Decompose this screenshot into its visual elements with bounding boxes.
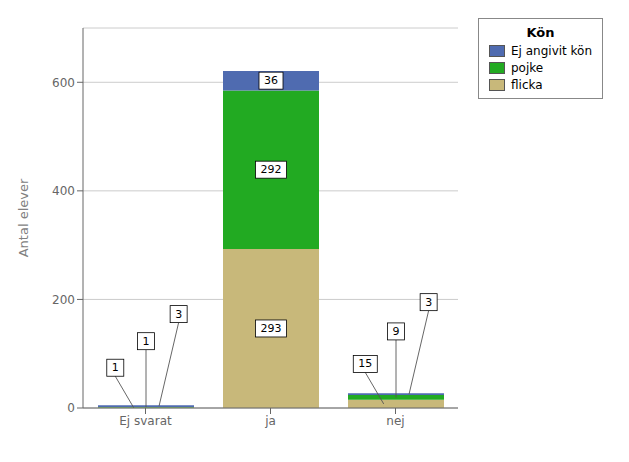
svg-text:1: 1	[112, 361, 119, 374]
html-text:pojke: pojke	[511, 61, 544, 75]
svg-text:Antal elever: Antal elever	[16, 178, 31, 257]
svg-text:ja: ja	[264, 414, 276, 428]
html-text:Kön: Kön	[526, 25, 555, 40]
svg-text:292: 292	[261, 163, 282, 176]
svg-text:600: 600	[52, 76, 75, 90]
svg-text:200: 200	[52, 293, 75, 307]
svg-text:9: 9	[393, 325, 400, 338]
svg-text:400: 400	[52, 184, 75, 198]
svg-text:3: 3	[175, 308, 182, 321]
svg-text:1: 1	[143, 335, 150, 348]
svg-text:293: 293	[261, 322, 282, 335]
html-text:flicka: flicka	[511, 78, 543, 92]
svg-text:36: 36	[264, 74, 278, 87]
svg-text:nej: nej	[386, 414, 404, 428]
svg-text:0: 0	[67, 401, 75, 415]
svg-text:3: 3	[425, 296, 432, 309]
svg-text:15: 15	[358, 357, 372, 370]
html-text:Ej angivit kön: Ej angivit kön	[511, 44, 593, 58]
svg-text:Ej svarat: Ej svarat	[119, 414, 172, 428]
